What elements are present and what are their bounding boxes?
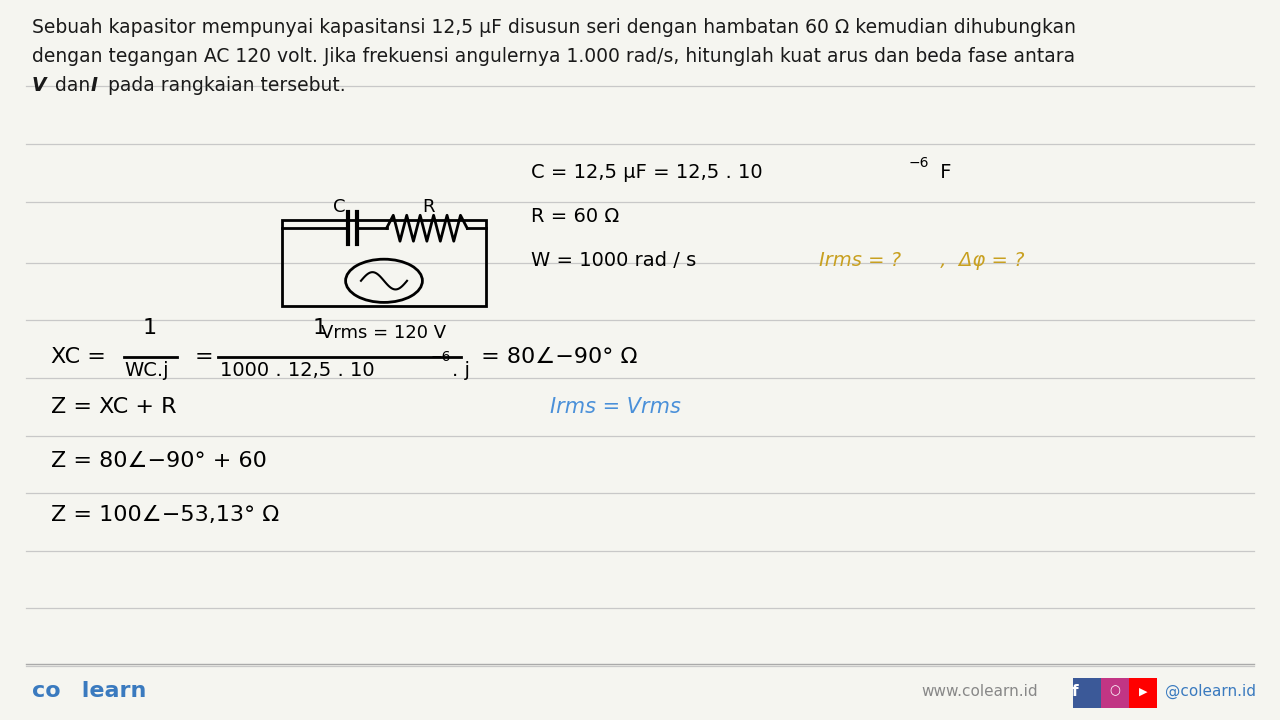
- Text: WC.j: WC.j: [124, 361, 169, 379]
- Text: ,  Δφ = ?: , Δφ = ?: [934, 251, 1025, 270]
- Text: 1: 1: [142, 318, 157, 338]
- Text: www.colearn.id: www.colearn.id: [922, 684, 1038, 698]
- Text: Z = 100∠−53,13° Ω: Z = 100∠−53,13° Ω: [51, 505, 279, 525]
- Text: ▶: ▶: [1139, 686, 1147, 696]
- Text: learn: learn: [74, 681, 147, 701]
- Text: I: I: [91, 76, 97, 94]
- Text: =: =: [195, 347, 214, 367]
- Text: dengan tegangan AC 120 volt. Jika frekuensi angulernya 1.000 rad/s, hitunglah ku: dengan tegangan AC 120 volt. Jika frekue…: [32, 47, 1075, 66]
- Text: 1000 . 12,5 . 10: 1000 . 12,5 . 10: [220, 361, 375, 379]
- Text: Irms = ?: Irms = ?: [819, 251, 901, 270]
- Text: Vrms = 120 V: Vrms = 120 V: [321, 324, 447, 342]
- Text: co: co: [32, 681, 60, 701]
- Text: XC =: XC =: [51, 347, 113, 367]
- Text: F: F: [934, 163, 952, 182]
- Text: R: R: [422, 198, 435, 216]
- Text: R = 60 Ω: R = 60 Ω: [531, 207, 620, 225]
- Text: ○: ○: [1110, 685, 1120, 698]
- Text: Z = 80∠−90° + 60: Z = 80∠−90° + 60: [51, 451, 268, 471]
- Text: pada rangkaian tersebut.: pada rangkaian tersebut.: [102, 76, 346, 94]
- Text: −6: −6: [430, 350, 451, 364]
- Text: f: f: [1071, 684, 1079, 698]
- Text: Irms = Vrms: Irms = Vrms: [550, 397, 681, 417]
- FancyBboxPatch shape: [1073, 678, 1101, 708]
- Text: 1: 1: [312, 318, 328, 338]
- Text: dan: dan: [49, 76, 96, 94]
- Text: V: V: [32, 76, 46, 94]
- FancyBboxPatch shape: [1129, 678, 1157, 708]
- Text: Z = XC + R: Z = XC + R: [51, 397, 177, 417]
- Text: C = 12,5 μF = 12,5 . 10: C = 12,5 μF = 12,5 . 10: [531, 163, 763, 182]
- Text: . j: . j: [452, 361, 470, 379]
- Text: @colearn.id: @colearn.id: [1165, 683, 1256, 699]
- Text: W = 1000 rad / s: W = 1000 rad / s: [531, 251, 696, 270]
- Text: = 80∠−90° Ω: = 80∠−90° Ω: [474, 347, 637, 367]
- Text: C: C: [333, 198, 346, 216]
- Text: −6: −6: [909, 156, 929, 171]
- FancyBboxPatch shape: [1101, 678, 1129, 708]
- Text: Sebuah kapasitor mempunyai kapasitansi 12,5 μF disusun seri dengan hambatan 60 Ω: Sebuah kapasitor mempunyai kapasitansi 1…: [32, 18, 1076, 37]
